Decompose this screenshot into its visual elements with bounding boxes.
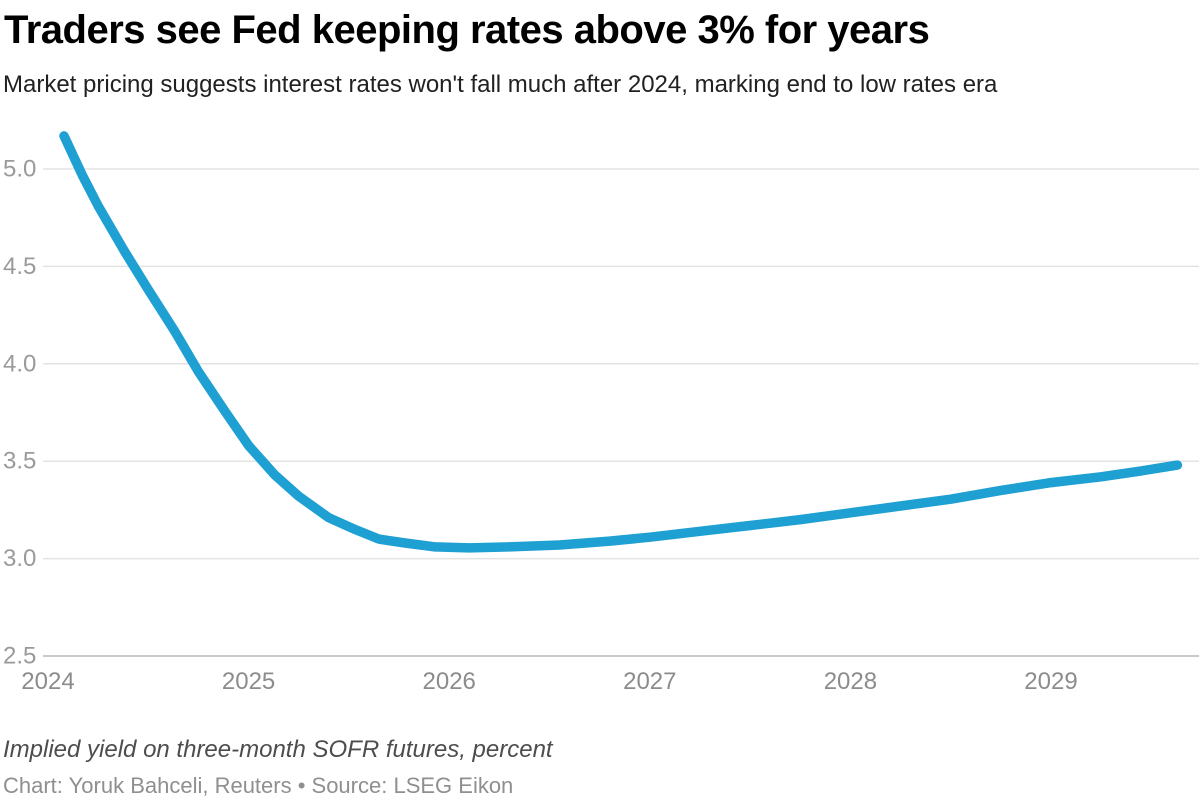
- chart-subtitle: Market pricing suggests interest rates w…: [3, 71, 998, 98]
- chart-title: Traders see Fed keeping rates above 3% f…: [4, 8, 930, 52]
- x-tick-label: 2029: [1024, 668, 1077, 695]
- y-tick-label: 5.0: [3, 156, 36, 183]
- rate-line: [59, 131, 1183, 553]
- y-tick-label: 2.5: [3, 643, 36, 670]
- x-tick-label: 2028: [824, 668, 877, 695]
- chart-note: Implied yield on three-month SOFR future…: [3, 736, 553, 763]
- y-tick-label: 3.5: [3, 448, 36, 475]
- y-tick-label: 4.5: [3, 253, 36, 280]
- x-tick-label: 2024: [21, 668, 74, 695]
- chart-credit: Chart: Yoruk Bahceli, Reuters • Source: …: [3, 773, 514, 798]
- y-tick-label: 4.0: [3, 350, 36, 377]
- x-tick-label: 2027: [623, 668, 676, 695]
- x-tick-label: 2026: [423, 668, 476, 695]
- x-tick-label: 2025: [222, 668, 275, 695]
- y-tick-label: 3.0: [3, 545, 36, 572]
